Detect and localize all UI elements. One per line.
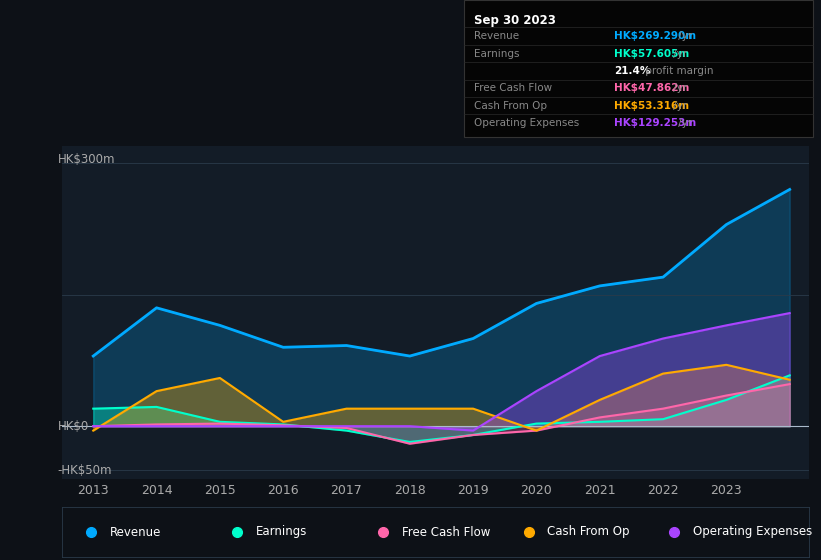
Text: Sep 30 2023: Sep 30 2023 (475, 14, 556, 27)
Text: profit margin: profit margin (642, 66, 713, 76)
Text: Operating Expenses: Operating Expenses (693, 525, 812, 539)
Text: /yr: /yr (670, 101, 687, 111)
Text: HK$0: HK$0 (57, 419, 89, 433)
Text: /yr: /yr (676, 118, 693, 128)
Text: Cash From Op: Cash From Op (475, 101, 548, 111)
Text: HK$47.862m: HK$47.862m (614, 83, 690, 94)
Text: Revenue: Revenue (110, 525, 162, 539)
Text: Cash From Op: Cash From Op (547, 525, 630, 539)
Text: Revenue: Revenue (475, 31, 520, 41)
Text: 21.4%: 21.4% (614, 66, 650, 76)
Text: HK$53.316m: HK$53.316m (614, 101, 689, 111)
Text: /yr: /yr (670, 83, 687, 94)
Text: Operating Expenses: Operating Expenses (475, 118, 580, 128)
Text: -HK$50m: -HK$50m (57, 464, 112, 477)
Text: HK$300m: HK$300m (57, 153, 115, 166)
Text: Free Cash Flow: Free Cash Flow (475, 83, 553, 94)
Text: Earnings: Earnings (475, 49, 520, 58)
Text: HK$269.290m: HK$269.290m (614, 31, 696, 41)
Text: /yr: /yr (676, 31, 693, 41)
Text: HK$129.253m: HK$129.253m (614, 118, 696, 128)
Text: HK$57.605m: HK$57.605m (614, 49, 689, 58)
Text: Free Cash Flow: Free Cash Flow (401, 525, 490, 539)
Text: Earnings: Earnings (256, 525, 307, 539)
Text: /yr: /yr (670, 49, 687, 58)
